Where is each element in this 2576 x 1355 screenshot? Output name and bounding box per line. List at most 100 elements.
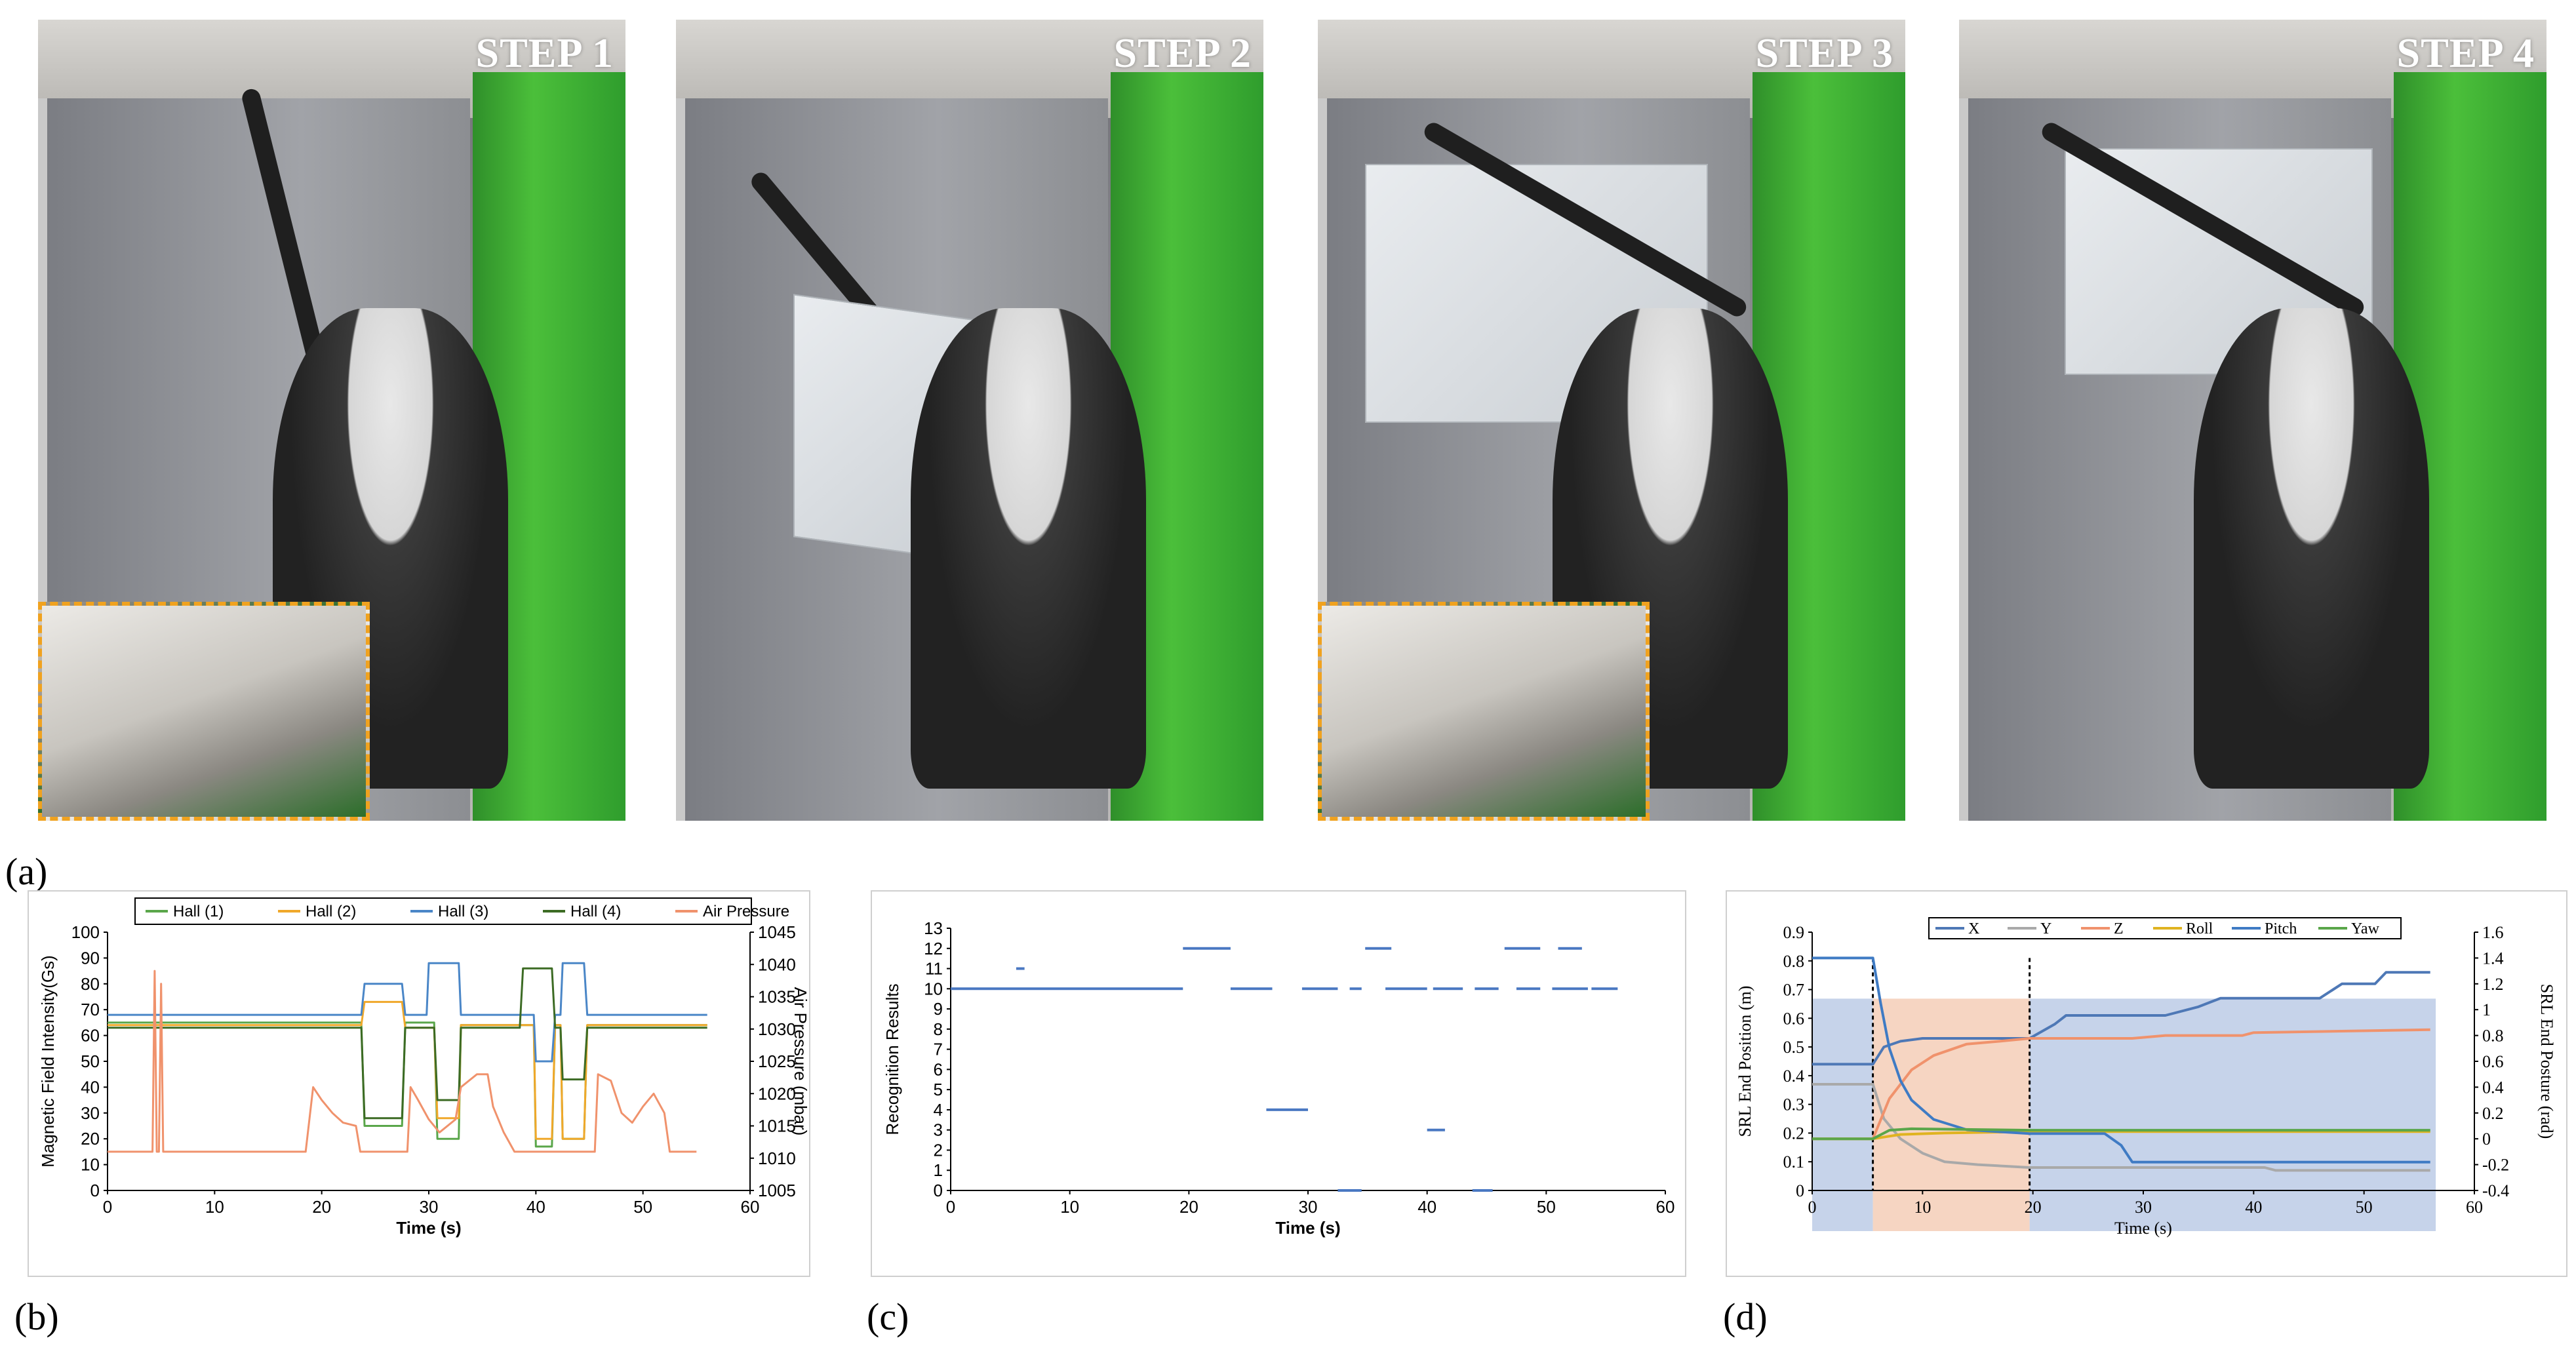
series-line-z bbox=[1812, 1028, 2430, 1141]
series-line-x bbox=[1812, 971, 2430, 1066]
y-tick-label: 40 bbox=[81, 1077, 100, 1097]
chart-d: 0 10 20 30 40 50 60 0 0.1 0.2 0.3 0.4 0.5 0.6 0.7 0.8 0.… bbox=[1726, 890, 2567, 1277]
series-line-hall-2 bbox=[108, 1000, 707, 1140]
photo-step-3: STEP 3 bbox=[1318, 20, 1905, 821]
y-tick-label: 0.9 bbox=[1783, 923, 1805, 942]
legend-label: Yaw bbox=[2351, 920, 2380, 937]
y2-tick-label: 1010 bbox=[758, 1149, 796, 1168]
y-tick-label: 0.4 bbox=[1783, 1067, 1805, 1086]
y2-tick-label: 1020 bbox=[758, 1084, 796, 1103]
y-tick-label: 8 bbox=[934, 1019, 943, 1039]
y-tick-label: 1 bbox=[934, 1160, 943, 1180]
y2-tick-label: 1030 bbox=[758, 1019, 796, 1039]
chart-b-svg: 0 10 20 30 40 50 60010203040506070809010010051… bbox=[38, 897, 809, 1238]
x-tick-label: 10 bbox=[205, 1197, 224, 1217]
phase-region bbox=[2029, 998, 2436, 1231]
series-line-y bbox=[1812, 1083, 2430, 1172]
chart-c: 0 10 20 30 40 50 60 0 1 2 3 4 5 6 7 8 9 10 11 12 13 Time (s) R… bbox=[871, 890, 1686, 1277]
x-tick-label: 30 bbox=[1299, 1197, 1318, 1217]
y2-tick-label: 1035 bbox=[758, 987, 796, 1007]
x-tick-label: 60 bbox=[2466, 1198, 2483, 1217]
y-axis-title: Magnetic Field Intensity(Gs) bbox=[38, 955, 58, 1168]
x-tick-label: 50 bbox=[633, 1197, 652, 1217]
y-tick-label: 10 bbox=[924, 979, 943, 998]
legend-label: Hall (4) bbox=[570, 903, 621, 920]
series-line-hall-4 bbox=[108, 967, 707, 1120]
series-line-air-pressure bbox=[108, 970, 697, 1153]
y-tick-label: 3 bbox=[934, 1120, 943, 1140]
chart-d-svg: 0 10 20 30 40 50 6000.10.20.30.40.50.60.70.80.… bbox=[1735, 917, 2556, 1238]
y-axis-title: Recognition Results bbox=[882, 983, 902, 1135]
x-tick-label: 20 bbox=[312, 1197, 331, 1217]
x-tick-label: 10 bbox=[1914, 1198, 1931, 1217]
panel-label-a: (a) bbox=[5, 850, 48, 893]
x-tick-label: 30 bbox=[2135, 1198, 2152, 1217]
legend-label: Z bbox=[2114, 920, 2124, 937]
y-tick-label: 20 bbox=[81, 1129, 100, 1149]
y-tick-label: 0.7 bbox=[1783, 981, 1805, 1000]
x-tick-label: 0 bbox=[103, 1197, 112, 1217]
y-tick-label: 0.1 bbox=[1783, 1152, 1805, 1171]
legend-label: Y bbox=[2040, 920, 2051, 937]
panel-label-c: (c) bbox=[867, 1295, 909, 1338]
y-tick-label: 0.3 bbox=[1783, 1095, 1805, 1114]
y2-tick-label: -0.4 bbox=[2482, 1181, 2509, 1200]
x-tick-label: 0 bbox=[946, 1197, 955, 1217]
x-tick-label: 10 bbox=[1060, 1197, 1079, 1217]
legend-label: X bbox=[1968, 920, 1979, 937]
y-tick-label: 4 bbox=[934, 1100, 943, 1120]
y-tick-label: 2 bbox=[934, 1140, 943, 1160]
y-tick-label: 9 bbox=[934, 999, 943, 1019]
legend-label: Hall (2) bbox=[306, 903, 356, 920]
y-tick-label: 5 bbox=[934, 1080, 943, 1099]
x-tick-label: 0 bbox=[1808, 1198, 1817, 1217]
phase-region bbox=[1873, 998, 2030, 1231]
x-axis-title: Time (s) bbox=[2114, 1219, 2172, 1238]
y-tick-label: 0 bbox=[934, 1181, 943, 1200]
y-axis-title: SRL End Position (m) bbox=[1735, 986, 1754, 1137]
legend-label: Roll bbox=[2186, 920, 2213, 937]
step-label: STEP 3 bbox=[1755, 29, 1893, 76]
y-tick-label: 70 bbox=[81, 1000, 100, 1019]
step-label: STEP 2 bbox=[1113, 29, 1252, 76]
y-tick-label: 30 bbox=[81, 1103, 100, 1123]
y-tick-label: 11 bbox=[925, 959, 943, 979]
y-tick-label: 7 bbox=[934, 1040, 943, 1059]
y2-tick-label: 1040 bbox=[758, 954, 796, 974]
y2-tick-label: 0 bbox=[2482, 1129, 2491, 1149]
y-tick-label: 12 bbox=[924, 939, 943, 958]
y2-tick-label: 1045 bbox=[758, 922, 796, 942]
y-tick-label: 6 bbox=[934, 1059, 943, 1079]
y2-tick-label: 1005 bbox=[758, 1181, 796, 1200]
x-tick-label: 30 bbox=[420, 1197, 439, 1217]
x-tick-label: 40 bbox=[1417, 1197, 1437, 1217]
y2-tick-label: 0.8 bbox=[2482, 1027, 2504, 1046]
legend-box bbox=[134, 897, 752, 925]
legend-label: Air Pressure bbox=[703, 903, 789, 920]
y-tick-label: 60 bbox=[81, 1026, 100, 1046]
x-tick-label: 50 bbox=[2356, 1198, 2373, 1217]
y-tick-label: 0.5 bbox=[1783, 1038, 1805, 1057]
inset-detail bbox=[38, 602, 370, 821]
x-tick-label: 50 bbox=[1537, 1197, 1556, 1217]
inset-detail bbox=[1318, 602, 1650, 821]
legend-label: Hall (1) bbox=[173, 903, 224, 920]
y-tick-label: 0.2 bbox=[1783, 1124, 1805, 1143]
step-label: STEP 4 bbox=[2396, 29, 2535, 76]
series-line-hall-1 bbox=[108, 1021, 707, 1148]
y2-tick-label: 1.4 bbox=[2482, 949, 2504, 968]
y-tick-label: 100 bbox=[71, 922, 100, 942]
y-tick-label: 50 bbox=[81, 1051, 100, 1071]
x-axis-title: Time (s) bbox=[1275, 1218, 1340, 1238]
y2-tick-label: 1025 bbox=[758, 1051, 796, 1071]
y-tick-label: 0.8 bbox=[1783, 952, 1805, 971]
x-tick-label: 20 bbox=[2025, 1198, 2042, 1217]
y2-tick-label: 0.6 bbox=[2482, 1052, 2504, 1071]
series-line-yaw bbox=[1812, 1127, 2430, 1141]
y-tick-label: 0.6 bbox=[1783, 1009, 1805, 1028]
legend-label: Pitch bbox=[2265, 920, 2297, 937]
y2-tick-label: 1.6 bbox=[2482, 923, 2504, 942]
x-tick-label: 60 bbox=[741, 1197, 760, 1217]
y2-tick-label: 1 bbox=[2482, 1000, 2491, 1019]
